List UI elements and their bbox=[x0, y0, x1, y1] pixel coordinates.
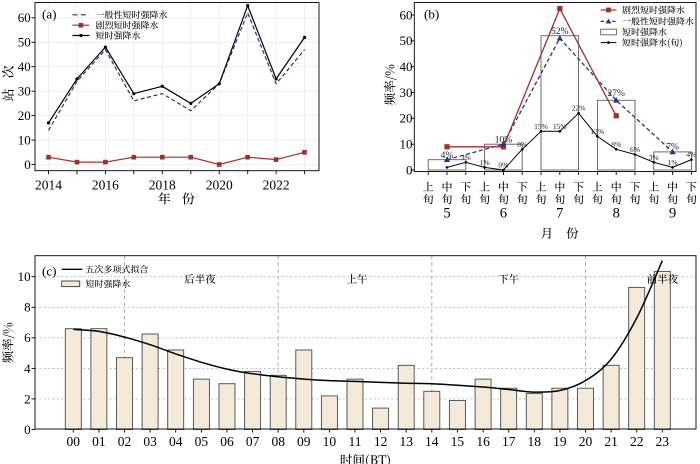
svg-text:21: 21 bbox=[604, 434, 618, 449]
svg-text:00: 00 bbox=[67, 434, 81, 449]
svg-text:20: 20 bbox=[18, 108, 31, 123]
svg-text:22: 22 bbox=[630, 434, 644, 449]
svg-text:6: 6 bbox=[500, 206, 507, 222]
svg-text:15%: 15% bbox=[534, 122, 548, 131]
svg-text:23: 23 bbox=[656, 434, 670, 449]
svg-text:4%: 4% bbox=[686, 150, 696, 159]
svg-text:13%: 13% bbox=[591, 127, 605, 136]
svg-text:17: 17 bbox=[502, 434, 516, 449]
svg-text:3%: 3% bbox=[461, 153, 471, 162]
svg-text:07: 07 bbox=[246, 434, 260, 449]
svg-text:10: 10 bbox=[400, 137, 413, 152]
svg-text:11: 11 bbox=[349, 434, 362, 449]
svg-text:16: 16 bbox=[476, 434, 490, 449]
svg-text:04: 04 bbox=[169, 434, 183, 449]
svg-text:02: 02 bbox=[118, 434, 132, 449]
svg-text:(b): (b) bbox=[424, 6, 439, 21]
svg-text:4: 4 bbox=[24, 361, 31, 376]
svg-text:2: 2 bbox=[24, 391, 31, 406]
svg-text:20: 20 bbox=[400, 111, 413, 126]
svg-text:60: 60 bbox=[18, 10, 31, 25]
svg-text:03: 03 bbox=[143, 434, 157, 449]
svg-text:(c): (c) bbox=[42, 263, 56, 278]
svg-text:4%: 4% bbox=[441, 151, 454, 161]
svg-text:15%: 15% bbox=[553, 122, 567, 131]
svg-text:6: 6 bbox=[24, 330, 31, 345]
svg-text:10: 10 bbox=[18, 269, 31, 284]
svg-text:12: 12 bbox=[374, 434, 388, 449]
svg-text:8%: 8% bbox=[611, 140, 621, 149]
svg-text:14: 14 bbox=[425, 434, 439, 449]
svg-text:50: 50 bbox=[18, 35, 31, 50]
svg-text:2022: 2022 bbox=[263, 178, 290, 193]
svg-text:3%: 3% bbox=[649, 153, 659, 162]
svg-text:(a): (a) bbox=[42, 6, 56, 21]
svg-text:52%: 52% bbox=[551, 27, 569, 37]
svg-text:30: 30 bbox=[400, 85, 413, 100]
svg-text:22%: 22% bbox=[572, 104, 586, 113]
svg-text:2016: 2016 bbox=[92, 178, 119, 193]
svg-text:40: 40 bbox=[18, 59, 31, 74]
svg-text:10: 10 bbox=[18, 133, 31, 148]
svg-text:30: 30 bbox=[18, 84, 31, 99]
svg-text:1%: 1% bbox=[668, 158, 678, 167]
svg-text:1%: 1% bbox=[480, 158, 490, 167]
svg-text:2014: 2014 bbox=[35, 178, 62, 193]
svg-text:60: 60 bbox=[400, 7, 413, 22]
svg-text:20: 20 bbox=[579, 434, 593, 449]
svg-text:05: 05 bbox=[195, 434, 209, 449]
svg-text:2020: 2020 bbox=[206, 178, 233, 193]
svg-text:06: 06 bbox=[220, 434, 234, 449]
svg-text:19: 19 bbox=[553, 434, 567, 449]
svg-text:09: 09 bbox=[297, 434, 311, 449]
svg-text:0: 0 bbox=[24, 157, 31, 172]
svg-text:8: 8 bbox=[24, 300, 31, 315]
svg-text:13: 13 bbox=[399, 434, 413, 449]
svg-text:7%: 7% bbox=[666, 142, 679, 152]
svg-text:0: 0 bbox=[24, 422, 31, 437]
svg-text:6%: 6% bbox=[630, 145, 640, 154]
svg-text:10%: 10% bbox=[495, 136, 513, 146]
svg-text:2018: 2018 bbox=[149, 178, 176, 193]
svg-text:9: 9 bbox=[669, 206, 676, 222]
svg-text:10: 10 bbox=[323, 434, 337, 449]
svg-text:0: 0 bbox=[406, 162, 413, 177]
svg-text:0%: 0% bbox=[498, 161, 508, 170]
svg-text:08: 08 bbox=[271, 434, 285, 449]
svg-text:15: 15 bbox=[451, 434, 465, 449]
svg-text:18: 18 bbox=[528, 434, 542, 449]
svg-text:40: 40 bbox=[400, 59, 413, 74]
svg-text:01: 01 bbox=[92, 434, 106, 449]
svg-text:5: 5 bbox=[443, 206, 450, 222]
svg-text:50: 50 bbox=[400, 33, 413, 48]
svg-text:7: 7 bbox=[556, 206, 563, 222]
svg-text:27%: 27% bbox=[607, 89, 625, 99]
svg-text:8: 8 bbox=[613, 206, 620, 222]
svg-text:8%: 8% bbox=[517, 140, 527, 149]
